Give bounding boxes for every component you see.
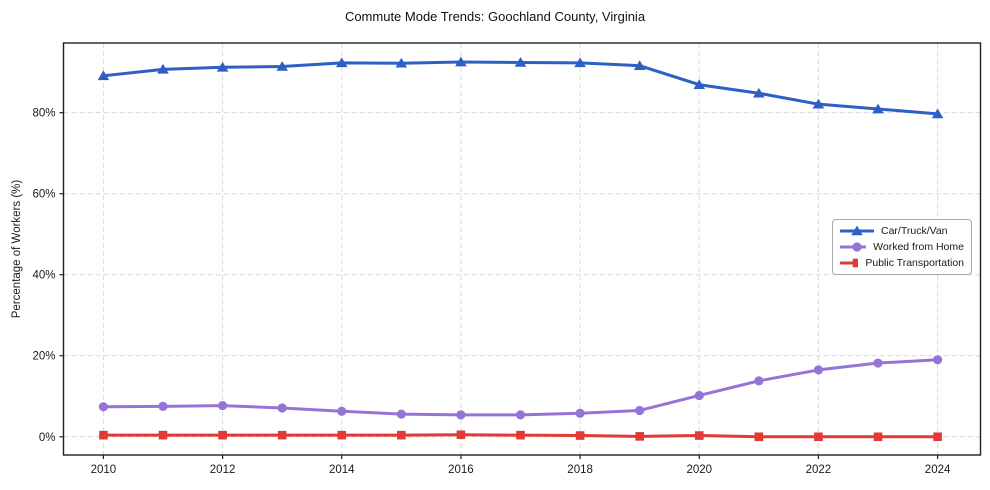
legend-marker-public-transportation (852, 258, 859, 268)
chart-title: Commute Mode Trends: Goochland County, V… (344, 9, 646, 24)
x-tick-label-2012: 2012 (210, 464, 236, 476)
marker-public-transportation-2018 (575, 431, 585, 440)
y-tick-label-0: 0% (39, 432, 56, 444)
marker-public-transportation-2021 (754, 432, 764, 442)
axes-border (62, 42, 982, 456)
marker-worked-from-home-2012 (217, 400, 228, 411)
marker-public-transportation-2012 (218, 430, 227, 440)
legend-marker-car-truck-van (851, 225, 863, 236)
marker-public-transportation-2016 (456, 430, 466, 440)
y-tick-label-80: 80% (32, 108, 55, 120)
marker-car-truck-van-2023 (872, 103, 884, 114)
marker-worked-from-home-2016 (456, 410, 466, 420)
legend-circle-line-icon (840, 242, 867, 252)
marker-public-transportation-2011 (158, 430, 168, 440)
legend-label: Worked from Home (873, 241, 964, 253)
y-tick-label-60: 60% (32, 189, 55, 201)
marker-public-transportation-2020 (694, 431, 704, 440)
y-tick-label-20: 20% (32, 351, 55, 363)
marker-car-truck-van-2018 (574, 57, 586, 68)
marker-car-truck-van-2020 (693, 79, 706, 90)
x-tick-label-2024: 2024 (925, 464, 951, 476)
y-tick-label-40: 40% (32, 270, 55, 282)
marker-public-transportation-2013 (277, 430, 287, 440)
x-tick-label-2022: 2022 (806, 464, 832, 476)
x-tick-label-2010: 2010 (91, 464, 117, 476)
legend-square-line-icon (840, 258, 859, 268)
marker-public-transportation-2010 (99, 430, 108, 440)
marker-worked-from-home-2021 (754, 376, 764, 386)
marker-car-truck-van-2024 (931, 108, 944, 119)
x-tick-label-2014: 2014 (329, 464, 355, 476)
marker-car-truck-van-2010 (97, 70, 110, 81)
series-line-worked-from-home (101, 358, 940, 417)
x-tick-label-2018: 2018 (567, 464, 593, 476)
marker-worked-from-home-2020 (694, 390, 704, 401)
marker-car-truck-van-2017 (514, 57, 527, 67)
marker-car-truck-van-2012 (216, 61, 229, 72)
marker-car-truck-van-2013 (276, 61, 288, 71)
marker-public-transportation-2017 (516, 430, 525, 440)
marker-worked-from-home-2011 (158, 401, 168, 411)
legend-marker-worked-from-home (852, 242, 862, 252)
marker-worked-from-home-2023 (873, 358, 883, 368)
marker-public-transportation-2014 (337, 430, 347, 440)
marker-car-truck-van-2021 (753, 87, 765, 98)
legend: Car/Truck/Van Worked from Home Public Tr… (832, 219, 972, 275)
marker-worked-from-home-2014 (337, 406, 347, 416)
marker-worked-from-home-2024 (932, 355, 943, 365)
series-line-car-truck-van (101, 60, 940, 116)
legend-item-public-transportation: Public Transportation (840, 256, 964, 270)
marker-worked-from-home-2015 (396, 409, 406, 419)
marker-worked-from-home-2017 (515, 410, 526, 420)
marker-public-transportation-2019 (635, 432, 644, 441)
legend-item-worked-from-home: Worked from Home (840, 240, 964, 254)
marker-car-truck-van-2022 (812, 98, 825, 109)
marker-worked-from-home-2010 (98, 402, 109, 412)
legend-label: Car/Truck/Van (881, 225, 948, 237)
legend-item-car-truck-van: Car/Truck/Van (840, 224, 964, 238)
marker-car-truck-van-2015 (395, 57, 408, 68)
x-tick-label-2016: 2016 (448, 464, 474, 476)
marker-public-transportation-2024 (933, 432, 942, 442)
marker-worked-from-home-2013 (277, 403, 287, 413)
x-tick-label-2020: 2020 (686, 464, 712, 476)
marker-worked-from-home-2019 (635, 405, 645, 416)
marker-public-transportation-2022 (814, 432, 823, 442)
marker-car-truck-van-2019 (633, 60, 646, 70)
marker-worked-from-home-2018 (575, 408, 585, 418)
marker-car-truck-van-2011 (157, 63, 169, 74)
marker-car-truck-van-2016 (455, 56, 467, 67)
marker-public-transportation-2023 (873, 432, 883, 442)
marker-car-truck-van-2014 (335, 57, 348, 68)
marker-worked-from-home-2022 (813, 365, 824, 375)
marker-public-transportation-2015 (397, 430, 406, 440)
legend-label: Public Transportation (865, 257, 964, 269)
legend-triangle-line-icon (840, 225, 874, 236)
